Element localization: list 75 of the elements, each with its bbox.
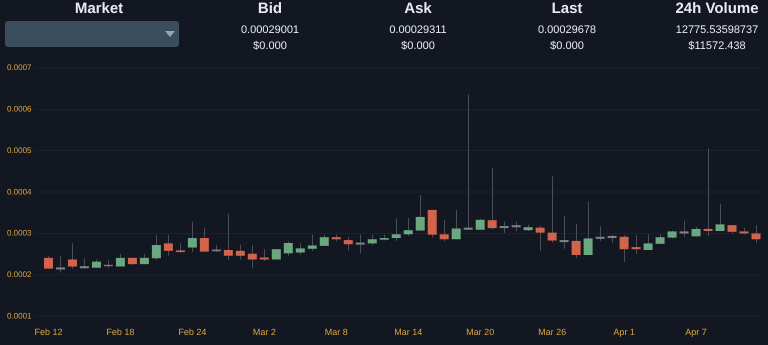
candlestick: [692, 226, 701, 237]
candlestick: [536, 225, 545, 252]
candlestick: [200, 227, 209, 252]
x-tick-label: Apr 7: [685, 327, 707, 338]
candlestick: [416, 194, 425, 232]
x-tick-label: Mar 8: [324, 327, 348, 338]
candlestick: [584, 201, 593, 256]
candlestick: [284, 240, 293, 256]
x-tick-label: Feb 18: [106, 327, 134, 338]
candlestick: [752, 224, 760, 244]
text: $11572.438: [688, 40, 746, 52]
candlestick: [680, 220, 689, 238]
candlestick: [404, 218, 413, 236]
candlestick: [56, 256, 65, 273]
x-tick-label: Feb 24: [178, 327, 206, 338]
candlestick: [68, 242, 77, 270]
text: $0.000: [550, 40, 584, 52]
candlestick: [632, 234, 641, 254]
y-tick-label: 0.0007: [7, 63, 32, 72]
candlestick: [716, 203, 725, 232]
candlestick: [440, 219, 449, 242]
x-tick-label: Mar 26: [538, 327, 566, 338]
y-tick-label: 0.0003: [7, 228, 32, 238]
text: 0.00029678: [538, 24, 596, 36]
y-tick-label: 0.0001: [7, 311, 32, 320]
candlestick: [548, 176, 557, 244]
candlestick: [656, 234, 665, 244]
x-tick-label: Apr 1: [613, 327, 635, 338]
y-tick-label: 0.0004: [7, 187, 32, 196]
candlestick: [704, 148, 713, 236]
text: Bid: [258, 0, 282, 17]
candlestick: [248, 244, 257, 269]
candlestick: [500, 220, 509, 234]
y-tick-label: 0.0002: [7, 270, 32, 280]
candlestick: [452, 209, 461, 240]
candlestick: [152, 234, 161, 260]
x-tick-label: Mar 2: [252, 327, 276, 338]
candlestick: [116, 254, 125, 268]
candlestick: [164, 234, 173, 256]
x-tick-label: Mar 20: [466, 327, 494, 338]
text: 0.00029311: [389, 24, 447, 36]
candlestick: [176, 242, 185, 254]
candlestick: [488, 167, 497, 230]
candlestick: [320, 234, 329, 246]
candlestick: [308, 234, 317, 252]
text: Last: [552, 0, 582, 17]
candlestick: [80, 257, 89, 270]
text: $0.000: [401, 40, 435, 52]
candlestick: [596, 226, 605, 242]
text: $0.000: [253, 40, 287, 52]
candlestick: [560, 215, 569, 250]
candlestick: [368, 234, 377, 246]
candlestick: [512, 221, 521, 232]
text: 24h Volume: [675, 0, 759, 17]
y-tick-label: 0.0005: [7, 146, 32, 155]
candlestick: [260, 248, 269, 262]
candlestick: [392, 218, 401, 242]
candlestick: [188, 221, 197, 253]
candlestick: [464, 94, 473, 230]
text: 0.00029001: [240, 24, 300, 36]
candlestick: [644, 234, 653, 251]
candlestick: [44, 256, 53, 270]
y-tick-label: 0.0006: [7, 104, 32, 114]
x-tick-label: Mar 14: [394, 327, 422, 338]
x-tick-label: Feb 12: [34, 327, 62, 338]
candlestick: [344, 236, 353, 251]
candlestick: [356, 234, 365, 254]
candlestick: [224, 214, 233, 260]
candlestick: [236, 244, 245, 260]
candlestick: [620, 234, 629, 263]
candlestick: [572, 223, 581, 258]
candlestick: [296, 242, 305, 256]
text: Ask: [404, 0, 432, 17]
text: Market: [74, 0, 124, 17]
text: 12775.53598737: [676, 24, 758, 36]
